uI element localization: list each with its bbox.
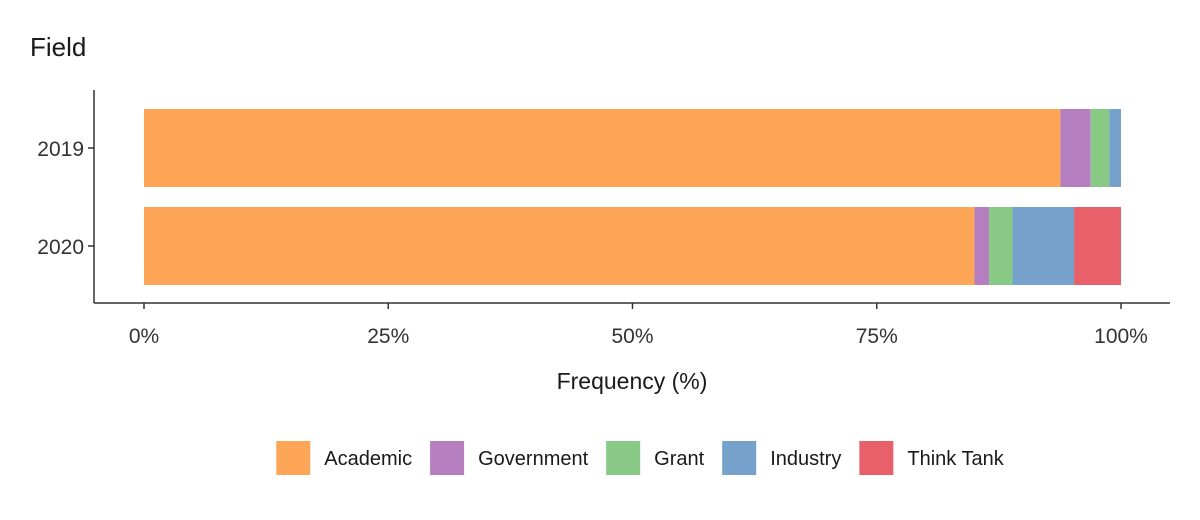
x-tick-label: 100% [1094,325,1148,348]
x-tick-label: 75% [856,325,898,348]
legend-swatch [276,441,311,475]
x-ticks-layer: 0% 25% 50% 75% 100% [129,303,1148,348]
legend-swatch [722,441,757,475]
x-axis-title: Frequency (%) [557,368,708,394]
x-tick-label: 50% [611,325,653,348]
bar-2020-industry [1012,207,1075,285]
bar-2020-government [974,207,990,285]
bars-layer [144,109,1121,285]
legend-label: Grant [654,448,704,470]
bar-2020-academic [144,207,975,285]
bar-2019-government [1060,109,1091,187]
legend-label: Think Tank [907,448,1004,470]
legend: Academic Government Grant Industry Think Tan… [276,441,1005,475]
bar-2020-grant [989,207,1013,285]
y-tick-label: 2019 [37,138,84,161]
legend-label: Government [478,448,588,470]
legend-swatch [430,441,465,475]
legend-item-think-tank: Think Tank [859,441,1005,475]
bar-2020-think-tank [1074,207,1121,285]
bar-2019-academic [144,109,1061,187]
legend-label: Industry [770,448,841,470]
bar-2019-grant [1090,109,1110,187]
legend-swatch [859,441,894,475]
y-tick-label: 2020 [37,236,84,259]
legend-label: Academic [324,448,412,470]
legend-swatch [606,441,641,475]
legend-item-industry: Industry [722,441,841,475]
y-ticks-layer: 2019 2020 [37,138,94,259]
legend-item-government: Government [430,441,589,475]
bar-2019-industry [1109,109,1121,187]
legend-item-grant: Grant [606,441,705,475]
x-tick-label: 25% [367,325,409,348]
legend-item-academic: Academic [276,441,412,475]
chart-title: Field [30,32,86,62]
x-tick-label: 0% [129,325,159,348]
